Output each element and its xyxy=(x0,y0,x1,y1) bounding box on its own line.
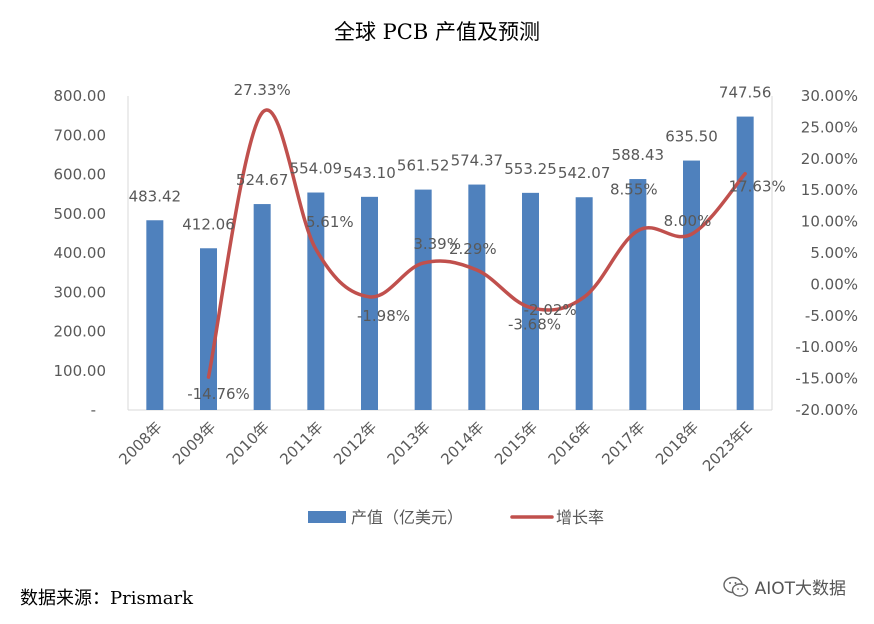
bar-2009年 xyxy=(200,248,217,410)
x-tick-label: 2015年 xyxy=(491,418,541,468)
rate-value-label: 8.00% xyxy=(664,212,712,230)
x-tick-label: 2016年 xyxy=(545,418,595,468)
left-tick-label: 300.00 xyxy=(54,283,107,301)
bar-value-label: 524.67 xyxy=(236,171,289,189)
bar-value-label: 561.52 xyxy=(397,157,450,175)
bar-value-label: 635.50 xyxy=(665,128,718,146)
x-tick-label: 2023年E xyxy=(699,418,756,475)
right-tick-label: 25.00% xyxy=(801,118,858,136)
bar-2011年 xyxy=(307,192,325,410)
bar-value-label: 483.42 xyxy=(129,187,182,205)
x-tick-label: 2010年 xyxy=(223,418,273,468)
right-tick-label: 15.00% xyxy=(801,181,858,199)
x-tick-label: 2009年 xyxy=(169,418,219,468)
bar-2023年E xyxy=(736,116,754,410)
right-tick-label: -20.00% xyxy=(795,401,858,419)
chart-title: 全球 PCB 产值及预测 xyxy=(334,20,540,44)
bar-2013年 xyxy=(414,189,432,410)
chart-area: - 100.00 200.00 300.00 400.00 500.00 600.00 700… xyxy=(54,81,859,527)
rate-value-label: 2.29% xyxy=(449,240,497,258)
right-tick-label: 30.00% xyxy=(801,87,858,105)
left-tick-label: 600.00 xyxy=(54,166,107,184)
x-tick-label: 2008年 xyxy=(115,418,165,468)
rate-value-label: -14.76% xyxy=(187,385,250,403)
x-tick-label: 2014年 xyxy=(437,418,487,468)
bar-value-label: 553.25 xyxy=(504,160,557,178)
right-tick-label: 5.00% xyxy=(810,244,858,262)
legend-label-line: 增长率 xyxy=(556,508,604,527)
x-tick-label: 2012年 xyxy=(330,418,380,468)
right-tick-label: -10.00% xyxy=(795,338,858,356)
rate-value-label: 17.63% xyxy=(729,178,786,196)
right-tick-label: 10.00% xyxy=(801,213,858,231)
right-tick-label: -15.00% xyxy=(795,370,858,388)
bar-2015年 xyxy=(522,192,539,410)
left-tick-label: 700.00 xyxy=(54,126,107,144)
left-tick-label: 200.00 xyxy=(54,323,107,341)
bar-2017年 xyxy=(629,179,647,410)
x-tick-label: 2013年 xyxy=(384,418,434,468)
left-tick-label: 100.00 xyxy=(54,362,107,380)
rate-value-label: 8.55% xyxy=(610,181,658,199)
legend-swatch-bar xyxy=(308,511,346,523)
bar-value-label: 412.06 xyxy=(182,215,235,233)
bar-2016年 xyxy=(575,197,593,410)
left-tick-label: 500.00 xyxy=(54,205,107,223)
left-tick-label: 800.00 xyxy=(54,87,107,105)
right-tick-label: 20.00% xyxy=(801,150,858,168)
rate-value-label: -2.02% xyxy=(524,301,577,319)
bar-2014年 xyxy=(468,184,486,410)
left-tick-label: 400.00 xyxy=(54,244,107,262)
rate-value-label: -3.68% xyxy=(508,316,561,334)
bar-2012年 xyxy=(361,196,378,410)
bar-value-label: 588.43 xyxy=(612,146,665,164)
rate-value-label: 5.61% xyxy=(306,213,354,231)
source-note: 数据来源：Prismark xyxy=(20,588,194,609)
bar-2010年 xyxy=(253,204,271,410)
watermark-text: AIOT大数据 xyxy=(754,579,846,599)
legend-label-bar: 产值（亿美元） xyxy=(351,508,463,527)
right-tick-label: 0.00% xyxy=(810,275,858,293)
bar-2018年 xyxy=(683,160,700,410)
bar-value-label: 554.09 xyxy=(290,160,343,178)
growth-line xyxy=(206,108,747,379)
growth-rate-line xyxy=(206,108,747,379)
bar-value-label: 574.37 xyxy=(451,152,504,170)
x-tick-label: 2011年 xyxy=(276,418,326,468)
bar-value-label: 542.07 xyxy=(558,164,611,182)
watermark: AIOT大数据 xyxy=(722,574,846,599)
rate-value-label: -1.98% xyxy=(357,307,410,325)
bar-value-label: 543.10 xyxy=(343,164,396,182)
bar-value-label: 747.56 xyxy=(719,84,772,102)
bar-2008年 xyxy=(146,220,164,410)
left-tick-label: - xyxy=(91,401,96,419)
right-tick-label: -5.00% xyxy=(805,307,858,325)
rate-value-label: 3.39% xyxy=(413,235,461,253)
wechat-icon xyxy=(722,576,748,597)
legend: 产值（亿美元） 增长率 xyxy=(308,508,604,527)
x-tick-label: 2017年 xyxy=(598,418,648,468)
x-tick-label: 2018年 xyxy=(652,418,702,468)
bars xyxy=(146,116,754,410)
rate-value-label: 27.33% xyxy=(234,81,291,99)
